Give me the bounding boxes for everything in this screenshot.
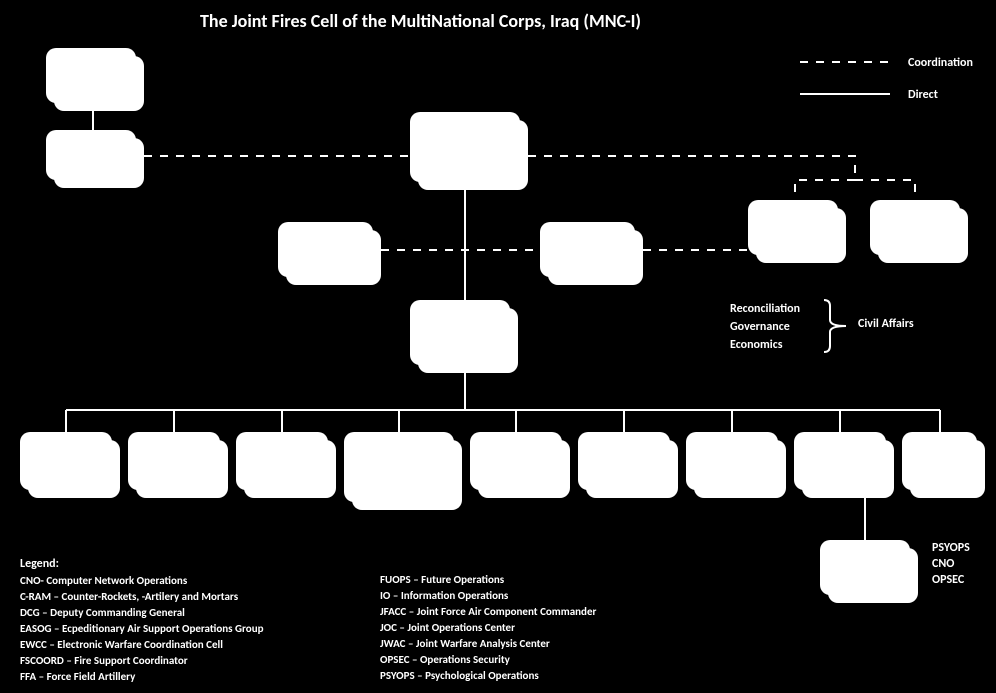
legend-item: EWCC – Electronic Warfare Coordination C… bbox=[20, 637, 264, 653]
legend-coordination-label: Coordination bbox=[908, 56, 973, 70]
node-row_0 bbox=[20, 432, 112, 490]
civil-affairs-line: Reconciliation bbox=[730, 300, 800, 318]
node-root bbox=[410, 112, 520, 182]
node-row_7 bbox=[794, 432, 886, 490]
legend-column-2: FUOPS – Future OperationsIO – Informatio… bbox=[380, 572, 596, 684]
bottom-right-line: OPSEC bbox=[932, 572, 970, 588]
legend-header: Legend: bbox=[20, 556, 264, 573]
legend-item: IO – Information Operations bbox=[380, 588, 596, 604]
bottom-right-labels: PSYOPSCNOOPSEC bbox=[932, 540, 970, 588]
org-chart-canvas: The Joint Fires Cell of the MultiNationa… bbox=[0, 0, 996, 693]
legend-item: FFA – Force Field Artillery bbox=[20, 669, 264, 685]
legend-item: JOC – Joint Operations Center bbox=[380, 620, 596, 636]
node-top_left_1 bbox=[46, 48, 136, 103]
node-row_5 bbox=[578, 432, 670, 490]
node-row_1 bbox=[128, 432, 220, 490]
node-top_right_2 bbox=[870, 200, 960, 255]
chart-title: The Joint Fires Cell of the MultiNationa… bbox=[200, 10, 641, 32]
legend-item: EASOG – Ecpeditionary Air Support Operat… bbox=[20, 621, 264, 637]
legend-item: FUOPS – Future Operations bbox=[380, 572, 596, 588]
node-mid_center bbox=[410, 300, 510, 365]
civil-affairs-line: Economics bbox=[730, 336, 800, 354]
civil-affairs-line: Governance bbox=[730, 318, 800, 336]
node-row_8 bbox=[902, 432, 977, 490]
bottom-right-line: PSYOPS bbox=[932, 540, 970, 556]
node-mid_left bbox=[278, 222, 373, 277]
legend-item: DCG – Deputy Commanding General bbox=[20, 605, 264, 621]
node-top_right_1 bbox=[748, 200, 838, 255]
legend-item: PSYOPS – Psychological Operations bbox=[380, 668, 596, 684]
legend-item: FSCOORD – Fire Support Coordinator bbox=[20, 653, 264, 669]
bottom-right-line: CNO bbox=[932, 556, 970, 572]
node-row_6 bbox=[686, 432, 778, 490]
legend-item: C-RAM – Counter-Rockets, -Artilery and M… bbox=[20, 589, 264, 605]
legend-column-1: Legend:CNO- Computer Network OperationsC… bbox=[20, 556, 264, 685]
node-mid_right bbox=[540, 222, 635, 277]
node-top_left_2 bbox=[46, 130, 136, 180]
legend-item: CNO- Computer Network Operations bbox=[20, 573, 264, 589]
node-row_3 bbox=[344, 432, 454, 502]
node-row_4 bbox=[470, 432, 562, 490]
node-row_2 bbox=[236, 432, 328, 490]
civil-affairs-lines: ReconciliationGovernanceEconomics bbox=[730, 300, 800, 354]
civil-affairs-label: Civil Affairs bbox=[858, 317, 914, 331]
node-sub bbox=[820, 540, 910, 595]
legend-direct-label: Direct bbox=[908, 88, 938, 102]
legend-item: JFACC – Joint Force Air Component Comman… bbox=[380, 604, 596, 620]
legend-item: OPSEC – Operations Security bbox=[380, 652, 596, 668]
legend-item: JWAC – Joint Warfare Analysis Center bbox=[380, 636, 596, 652]
